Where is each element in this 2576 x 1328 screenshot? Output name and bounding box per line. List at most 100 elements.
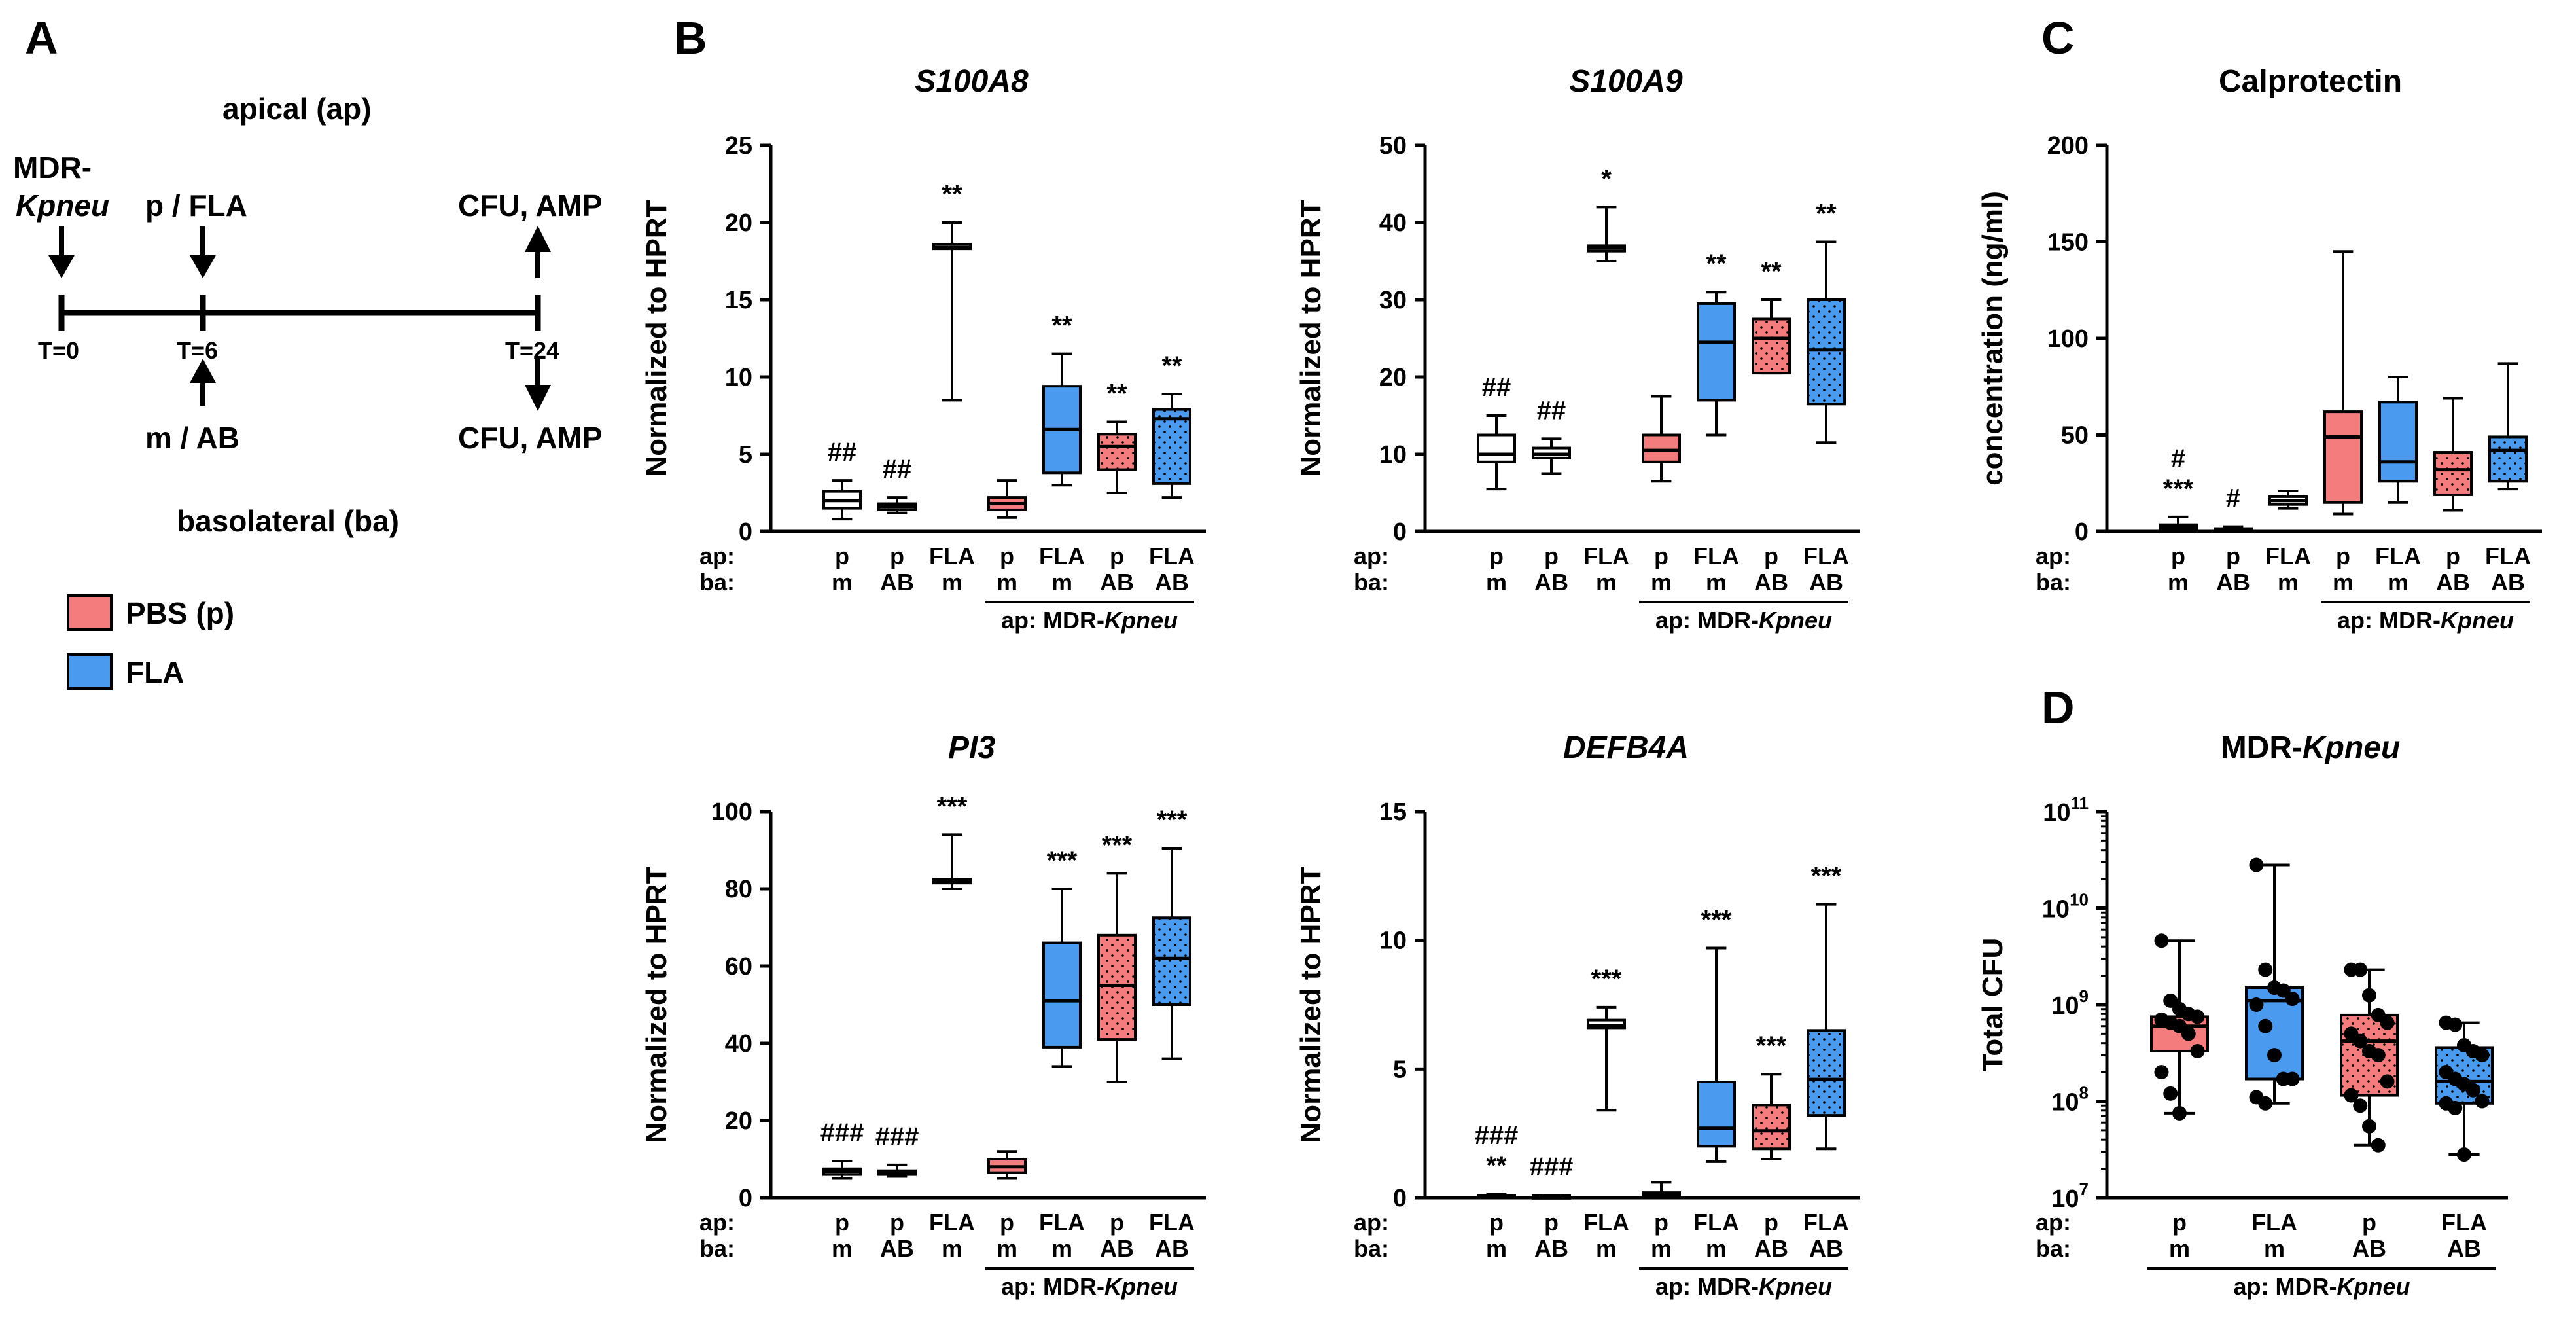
time-t6: T=6	[177, 337, 218, 364]
y-tick-label: 50	[1379, 132, 1407, 160]
category-label-ap: p	[2171, 543, 2185, 569]
y-tick-base: 10	[2043, 799, 2070, 827]
category-label-ba: AB	[1809, 569, 1843, 596]
data-point	[2163, 1086, 2178, 1101]
y-tick-label: 109	[2051, 986, 2089, 1020]
panel-label-a: A	[25, 12, 58, 63]
category-label-ap: FLA	[2375, 543, 2421, 569]
row-label-ap: ap:	[699, 1209, 735, 1236]
data-point	[2371, 1138, 2386, 1153]
group-label: ap: MDR-Kpneu	[1655, 1273, 1832, 1300]
y-tick-label: 0	[1393, 518, 1407, 546]
category-label-ap: p	[2172, 1209, 2187, 1236]
chart-title: S100A8	[915, 64, 1029, 99]
significance-label: ***	[1701, 905, 1732, 934]
y-tick-label: 10	[1379, 441, 1407, 469]
chart-title-italic: Kpneu	[2303, 730, 2400, 765]
group-label-prefix: ap: MDR-	[1655, 607, 1759, 634]
data-point	[2475, 1048, 2490, 1063]
data-point	[2258, 962, 2273, 977]
row-label-ba: ba:	[1354, 569, 1389, 596]
box	[1097, 433, 1137, 471]
y-tick-base: 10	[2051, 1089, 2079, 1117]
y-tick-label: 20	[725, 1107, 752, 1135]
category-label-ap: p	[1544, 543, 1559, 569]
y-tick-label: 0	[2075, 518, 2089, 546]
y-tick-label: 5	[1393, 1056, 1407, 1083]
box	[2433, 451, 2473, 496]
significance-label: ***	[2163, 475, 2194, 503]
category-label-ba: AB	[1754, 1235, 1788, 1262]
y-tick-label: 107	[2051, 1179, 2089, 1213]
category-label-ap: FLA	[929, 1209, 975, 1236]
category-label-ap: FLA	[1803, 1209, 1849, 1236]
mdr-label-line1: MDR-	[13, 151, 92, 185]
chart-title: Calprotectin	[2219, 64, 2402, 99]
category-label-ap: p	[1544, 1209, 1559, 1236]
category-label-ba: m	[1051, 1235, 1072, 1262]
box	[1697, 302, 1736, 402]
bottom-right-label: CFU, AMP	[458, 421, 603, 455]
category-label-ba: AB	[1100, 569, 1134, 596]
box	[1807, 298, 1846, 406]
category-label-ba: m	[1706, 569, 1727, 596]
category-label-ap: p	[2446, 543, 2460, 569]
y-tick-label: 15	[1379, 799, 1407, 826]
group-label-italic: Kpneu	[2337, 1273, 2410, 1300]
box	[1097, 933, 1137, 1041]
y-tick-label: 40	[1379, 209, 1407, 237]
category-label-ba: m	[1596, 1235, 1617, 1262]
row-label-ap: ap:	[2036, 543, 2071, 569]
significance-label: ##	[828, 438, 857, 467]
row-label-ba: ba:	[699, 1235, 735, 1262]
category-label-ba: AB	[1100, 1235, 1134, 1262]
arrow-up-t6-head	[190, 359, 216, 383]
box	[1152, 916, 1191, 1006]
significance-label: #	[2226, 484, 2240, 513]
significance-label: **	[1816, 200, 1837, 228]
data-point	[2475, 1094, 2490, 1109]
category-label-ba: AB	[1155, 569, 1189, 596]
category-label-ap: p	[2362, 1209, 2376, 1236]
box	[2378, 401, 2418, 483]
category-label-ba: m	[2278, 569, 2299, 596]
significance-label: ***	[1591, 965, 1622, 994]
category-label-ba: m	[2264, 1235, 2285, 1262]
data-point	[2448, 1017, 2463, 1032]
top-mid-label: p / FLA	[145, 188, 247, 223]
category-label-ap: FLA	[1583, 543, 1629, 569]
y-tick-label: 5	[739, 441, 752, 469]
box	[2488, 435, 2528, 483]
significance-label: **	[1161, 351, 1182, 380]
mdr-label-line2: Kpneu	[16, 188, 109, 223]
data-point	[2181, 1026, 2196, 1041]
category-label-ba: AB	[880, 1235, 914, 1262]
y-tick-label: 0	[739, 1185, 752, 1212]
category-label-ba: m	[1051, 569, 1072, 596]
category-label-ba: AB	[1809, 1235, 1843, 1262]
category-label-ba: m	[832, 569, 853, 596]
category-label-ba: m	[1486, 569, 1507, 596]
category-label-ba: AB	[1155, 1235, 1189, 1262]
category-label-ap: p	[1764, 1209, 1778, 1236]
significance-label: #	[2171, 444, 2185, 473]
box	[1752, 1104, 1791, 1151]
legend-swatch-pbs	[67, 594, 113, 631]
significance-label: ##	[883, 455, 912, 484]
category-label-ap: p	[1654, 1209, 1668, 1236]
category-label-ba: m	[2388, 569, 2408, 596]
y-tick-label: 20	[725, 209, 752, 237]
category-label-ap: p	[1489, 543, 1504, 569]
category-label-ap: FLA	[1693, 1209, 1739, 1236]
category-label-ap: FLA	[1803, 543, 1849, 569]
category-label-ba: AB	[2447, 1235, 2481, 1262]
box	[1807, 1029, 1846, 1117]
category-label-ba: AB	[2352, 1235, 2386, 1262]
category-label-ba: m	[2169, 1235, 2190, 1262]
category-label-ba: m	[1596, 569, 1617, 596]
data-point	[2267, 1048, 2282, 1063]
group-label-italic: Kpneu	[1759, 1273, 1832, 1300]
